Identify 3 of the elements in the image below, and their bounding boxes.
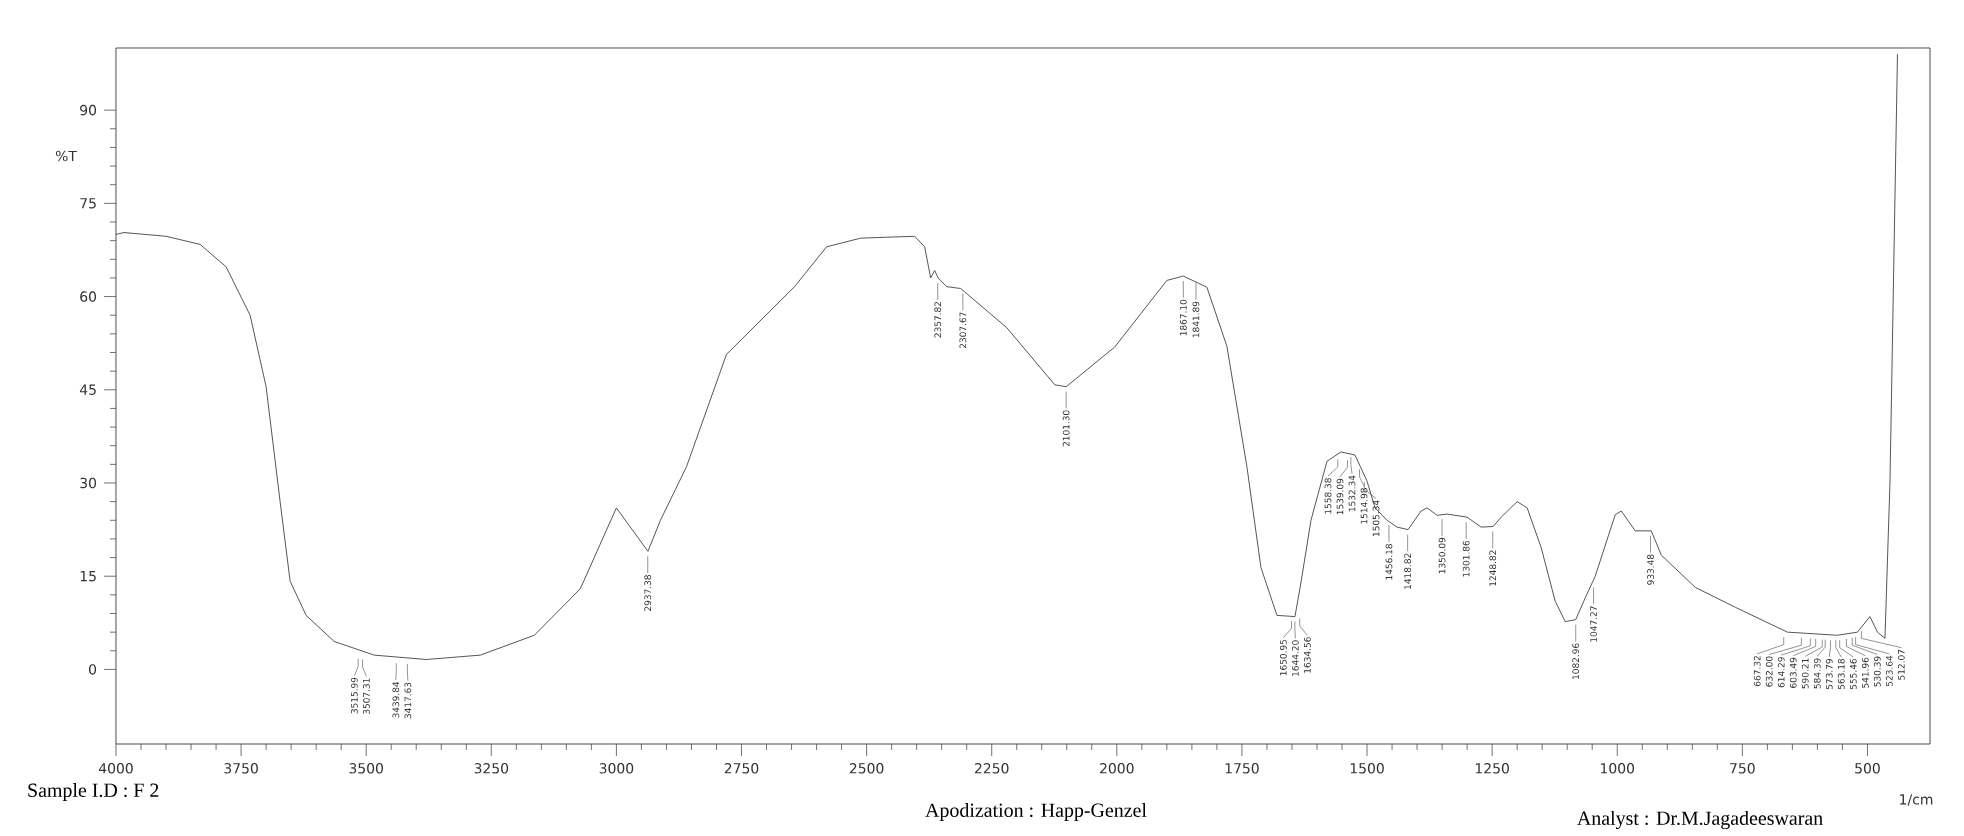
text: Sample I.D : F 2 [28, 782, 159, 802]
text: Analyst : Dr.M.Jagadeeswaran [1577, 810, 1823, 830]
text: Apodization : Happ-Genzel [925, 802, 1147, 822]
